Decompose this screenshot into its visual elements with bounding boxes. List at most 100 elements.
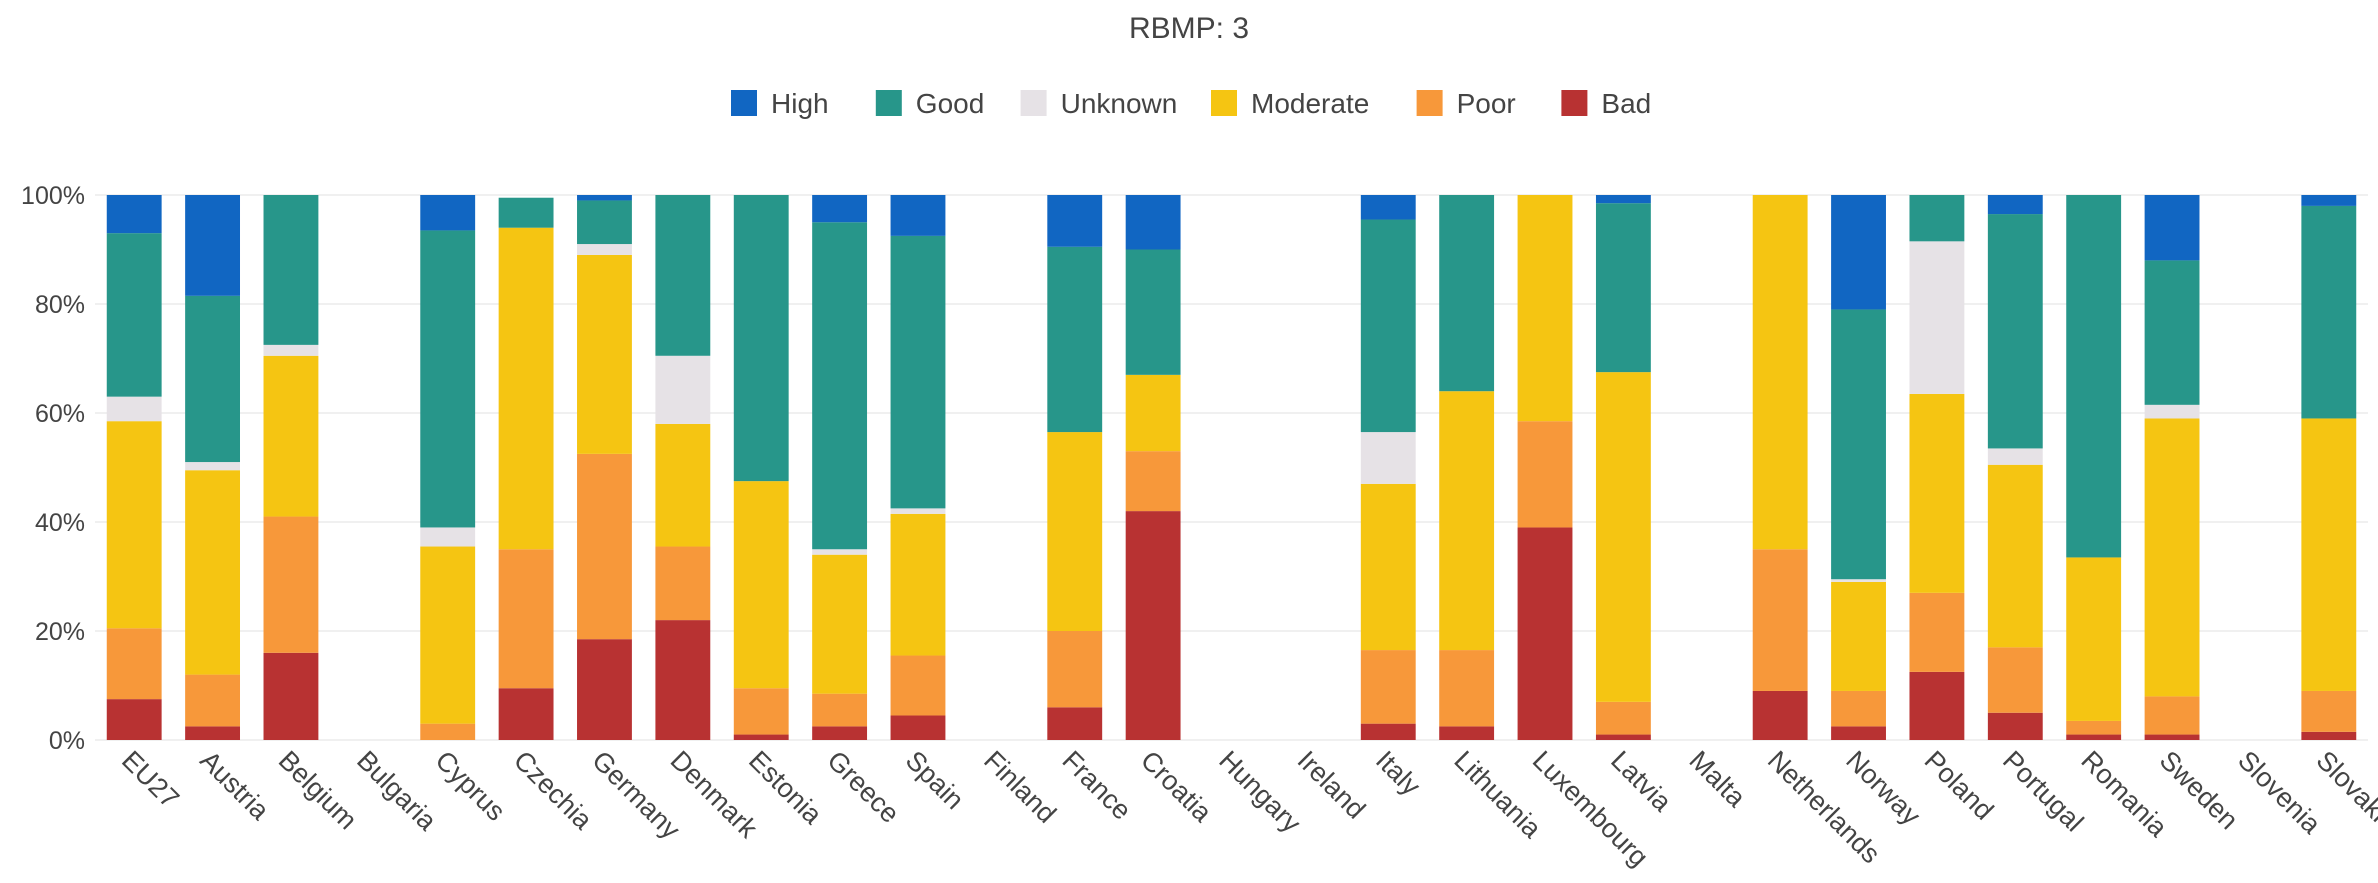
legend-label-moderate: Moderate <box>1251 88 1369 119</box>
x-tick-label: Hungary <box>1213 745 1307 839</box>
bar-segment-high <box>2144 195 2200 261</box>
x-tick-label: Finland <box>978 745 1062 829</box>
bar-segment-unknown <box>1987 448 2043 465</box>
bar-segment-good <box>185 295 241 463</box>
legend-label-poor: Poor <box>1457 88 1516 119</box>
legend-label-good: Good <box>916 88 985 119</box>
chart-title: RBMP: 3 <box>1129 12 1249 45</box>
bars <box>106 195 2357 740</box>
x-tick-label: Poland <box>1919 745 2000 826</box>
bar-segment-good <box>498 197 554 228</box>
bar-segment-poor <box>733 688 789 735</box>
bar-segment-poor <box>1909 592 1965 672</box>
bar-segment-bad <box>2301 731 2357 740</box>
x-tick-label: Austria <box>194 745 275 826</box>
bar-segment-moderate <box>106 421 162 629</box>
bar-segment-poor <box>185 674 241 727</box>
y-axis: 0% 20% 40% 60% 80% 100% <box>21 182 85 755</box>
bar-segment-unknown <box>1360 432 1416 484</box>
x-tick-label: Italy <box>1370 745 1427 802</box>
bar-segment-poor <box>812 693 868 727</box>
bar-segment-unknown <box>263 344 319 356</box>
bar-segment-high <box>890 195 946 236</box>
legend-swatch-bad <box>1561 90 1588 116</box>
bar-segment-bad <box>1360 723 1416 740</box>
bar-segment-poor <box>1987 647 2043 713</box>
x-tick-label: Croatia <box>1135 745 1218 828</box>
bar-segment-unknown <box>577 244 632 255</box>
bar-segment-unknown <box>185 462 241 471</box>
x-tick-label: EU27 <box>116 745 185 814</box>
bar-segment-poor <box>1517 421 1573 528</box>
bar-segment-good <box>1831 309 1886 580</box>
bar-segment-poor <box>2144 696 2200 735</box>
y-tick-label: 40% <box>35 509 85 537</box>
bar-segment-moderate <box>1047 432 1103 631</box>
bar-segment-moderate <box>1909 393 1965 593</box>
bar-segment-high <box>185 195 241 296</box>
bar-segment-high <box>420 195 476 231</box>
bar-segment-poor <box>1125 451 1181 512</box>
bar-segment-moderate <box>420 546 476 724</box>
bar-segment-moderate <box>1595 372 1651 702</box>
bar-segment-bad <box>812 726 868 740</box>
bar-segment-moderate <box>2066 557 2122 721</box>
bar-segment-high <box>812 195 868 223</box>
bar-segment-high <box>2301 195 2357 206</box>
bar-segment-poor <box>106 628 162 700</box>
bar-segment-bad <box>1752 690 1808 740</box>
bar-segment-moderate <box>1125 374 1181 452</box>
bar-segment-moderate <box>1987 464 2043 648</box>
bar-segment-bad <box>2144 734 2200 740</box>
bar-segment-moderate <box>1360 483 1416 651</box>
x-tick-label: Spain <box>900 745 970 815</box>
bar-segment-high <box>1047 195 1103 247</box>
bar-segment-good <box>2066 195 2122 558</box>
x-tick-label: Czechia <box>508 745 599 836</box>
bar-segment-high <box>577 195 632 201</box>
bar-segment-poor <box>498 549 554 689</box>
bar-segment-poor <box>1439 650 1495 727</box>
bar-segment-bad <box>1909 671 1965 740</box>
bar-segment-poor <box>890 655 946 716</box>
bar-segment-poor <box>2301 690 2357 732</box>
bar-segment-bad <box>655 620 711 740</box>
bar-segment-good <box>812 222 868 550</box>
bar-segment-good <box>655 195 711 356</box>
bar-segment-high <box>1360 195 1416 220</box>
x-tick-label: Greece <box>821 745 905 829</box>
bar-segment-moderate <box>185 470 241 675</box>
bar-segment-high <box>1125 195 1181 250</box>
y-tick-label: 100% <box>21 182 85 210</box>
x-tick-label: Malta <box>1684 745 1753 814</box>
bar-segment-poor <box>263 516 319 653</box>
bar-segment-good <box>420 230 476 528</box>
bar-segment-good <box>1360 219 1416 433</box>
bar-segment-bad <box>890 715 946 740</box>
bar-segment-high <box>1987 195 2043 215</box>
bar-segment-unknown <box>812 549 868 555</box>
y-tick-label: 60% <box>35 400 85 428</box>
bar-segment-moderate <box>577 254 632 454</box>
bar-segment-unknown <box>2144 404 2200 419</box>
bar-segment-poor <box>1360 650 1416 724</box>
bar-segment-good <box>577 200 632 245</box>
bar-segment-moderate <box>498 227 554 550</box>
x-tick-label: Slovakia <box>2311 745 2378 839</box>
bar-segment-moderate <box>2301 418 2357 691</box>
bar-segment-unknown <box>890 508 946 514</box>
bar-segment-good <box>890 235 946 509</box>
bar-segment-high <box>1831 195 1886 310</box>
bar-segment-unknown <box>420 527 476 547</box>
bar-segment-good <box>1595 203 1651 373</box>
bar-segment-bad <box>2066 734 2122 740</box>
bar-segment-moderate <box>890 513 946 656</box>
bar-segment-moderate <box>1831 581 1886 691</box>
bar-segment-moderate <box>1752 195 1808 550</box>
legend-swatch-good <box>875 90 902 116</box>
bar-segment-good <box>1125 249 1181 375</box>
legend-swatch-unknown <box>1020 90 1047 116</box>
x-tick-label: Portugal <box>1997 745 2089 837</box>
legend-swatch-high <box>731 90 757 116</box>
